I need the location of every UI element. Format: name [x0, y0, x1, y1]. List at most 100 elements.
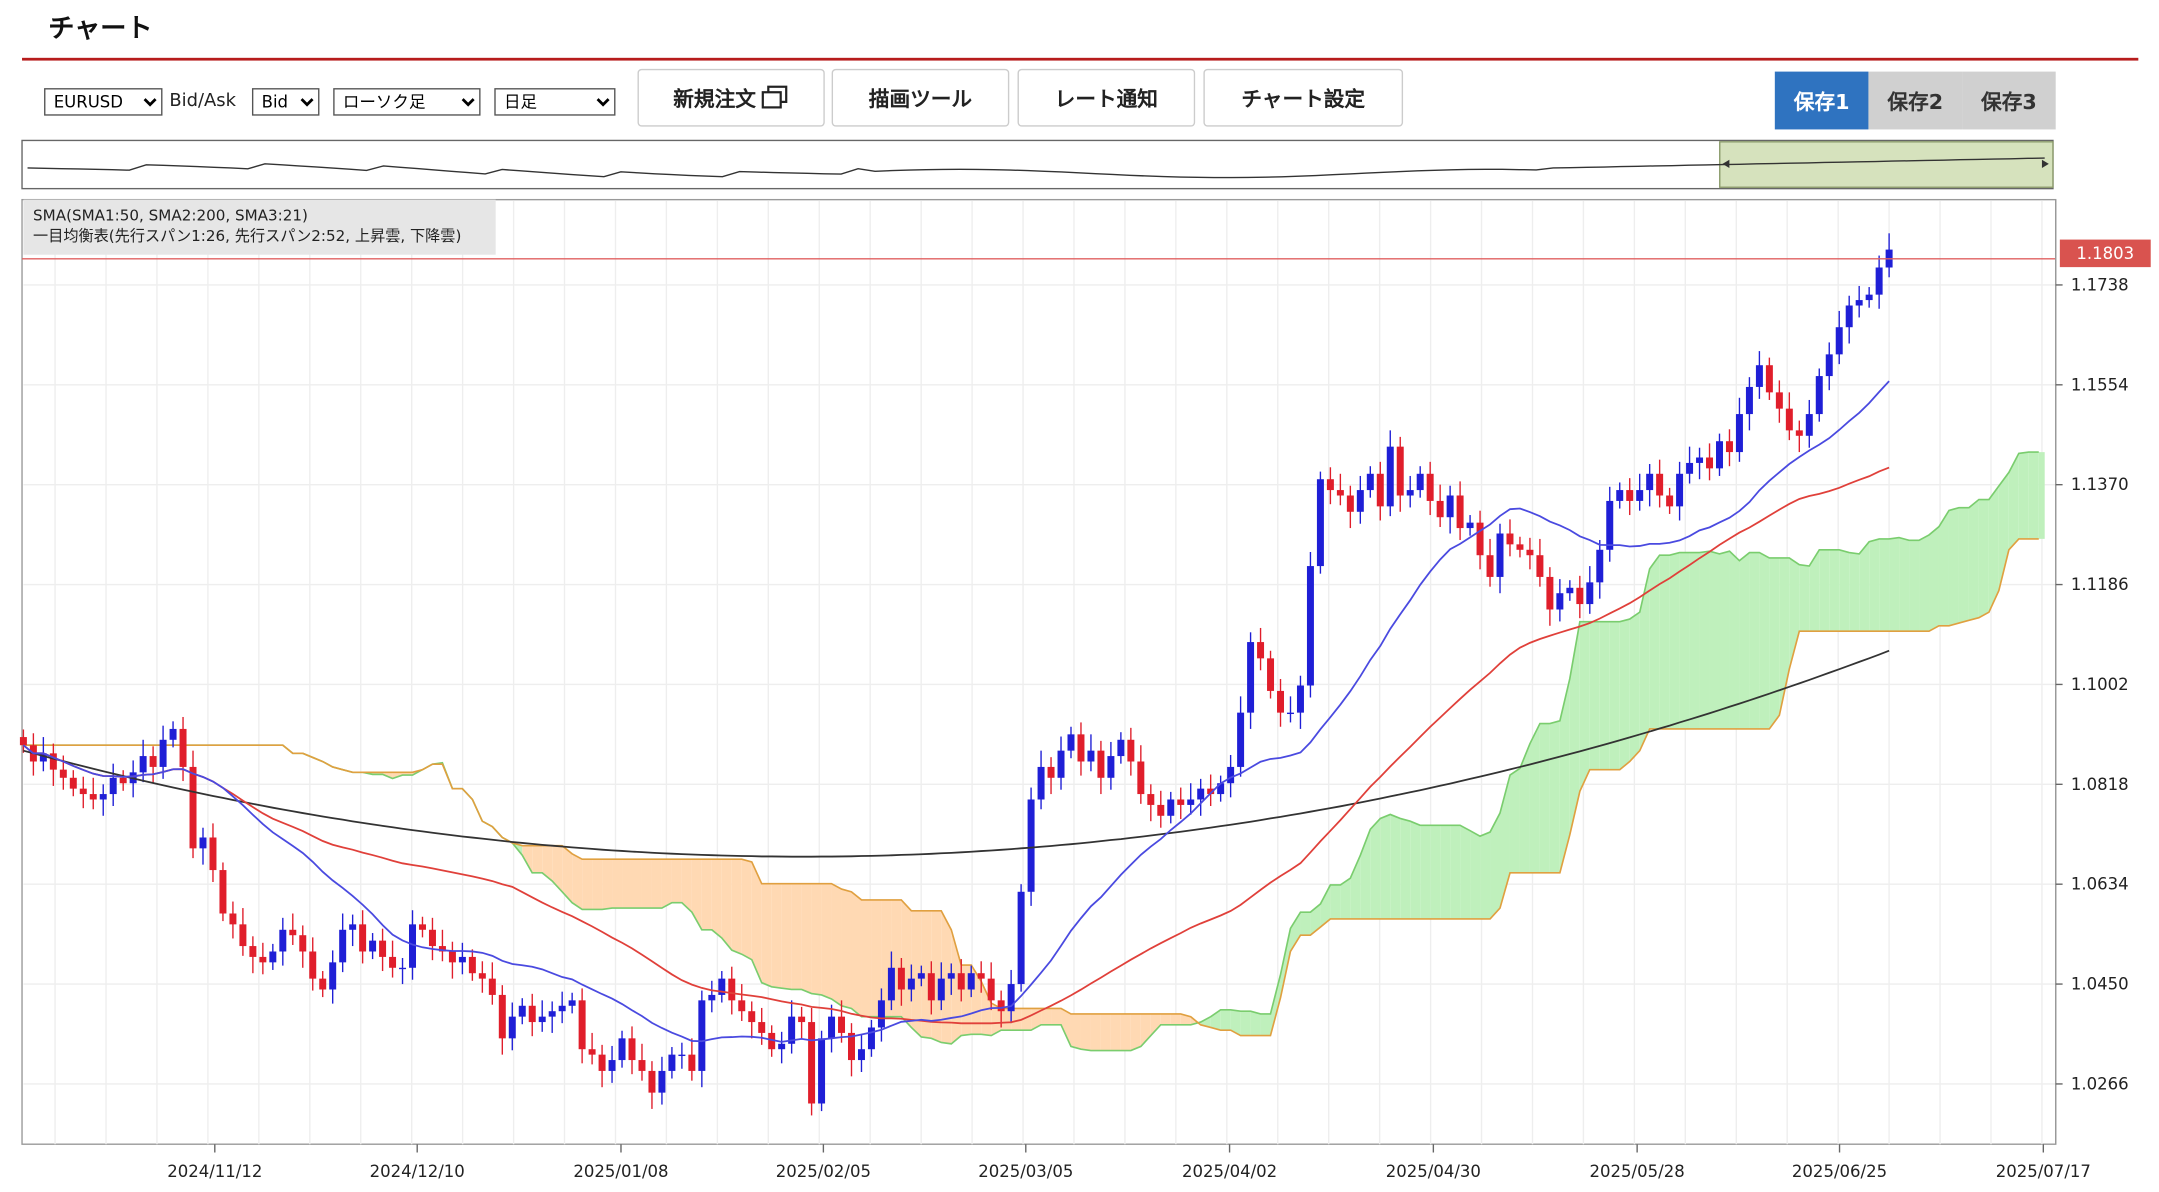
- candle-body: [1745, 386, 1753, 415]
- candle-body: [329, 962, 337, 990]
- candle-body: [1446, 495, 1454, 518]
- y-tick-label: 1.1370: [2071, 475, 2129, 494]
- candle-body: [259, 956, 267, 963]
- candle-body: [638, 1060, 646, 1071]
- x-axis: 2024/11/12 2024/12/10 2025/01/08 2025/02/05…: [167, 1144, 2091, 1181]
- candle-body: [608, 1060, 616, 1071]
- candle-body: [1646, 473, 1654, 491]
- cloud-segment: [1130, 1013, 1141, 1051]
- cloud-segment: [562, 845, 573, 903]
- cloud-segment: [1889, 537, 1900, 632]
- cloud-segment: [1500, 775, 1510, 909]
- candle-body: [1755, 365, 1763, 387]
- candle-body: [937, 978, 945, 1001]
- save-slot-1-button[interactable]: 保存1: [1774, 71, 1869, 130]
- symbol-select[interactable]: EURUSD: [44, 88, 163, 116]
- cloud-segment: [1899, 537, 1910, 632]
- candle-body: [1247, 642, 1255, 713]
- x-tick-label: 2025/07/17: [1996, 1162, 2091, 1181]
- cloud-segment: [1519, 743, 1530, 873]
- bidask-select[interactable]: Bid: [251, 88, 320, 116]
- cloud-segment: [1799, 564, 1810, 632]
- candle-body: [1825, 354, 1833, 377]
- cloud-segment: [791, 883, 802, 990]
- candle-body: [1686, 462, 1694, 474]
- save-slot-2-button[interactable]: 保存2: [1868, 71, 1963, 130]
- cloud-segment: [1300, 912, 1311, 936]
- period-select[interactable]: 日足: [494, 88, 616, 116]
- candle-body: [159, 739, 167, 767]
- cloud-segment: [1769, 557, 1780, 729]
- candle-body: [1047, 766, 1055, 778]
- x-tick-label: 2025/06/25: [1792, 1162, 1887, 1181]
- cloud-segment: [1589, 621, 1600, 770]
- cloud-segment: [1819, 549, 1830, 632]
- candle-body: [1566, 587, 1574, 594]
- candle-body: [618, 1038, 626, 1061]
- cloud-segment: [1370, 818, 1381, 919]
- candle-body: [1706, 457, 1714, 469]
- candle-body: [1476, 522, 1484, 556]
- cloud-segment: [1569, 621, 1580, 835]
- cloud-segment: [1938, 510, 1949, 626]
- cloud-segment: [1859, 541, 1870, 632]
- cloud-segment: [1021, 1008, 1032, 1031]
- cloud-segment: [1230, 1009, 1241, 1036]
- cloud-segment: [671, 859, 682, 903]
- candle-body: [1496, 533, 1504, 577]
- cloud-segment: [811, 883, 822, 995]
- chart-type-select[interactable]: ローソク足: [333, 88, 481, 116]
- candle-body: [1057, 750, 1065, 778]
- cloud-segment: [1749, 552, 1760, 729]
- cloud-segment: [1829, 549, 1840, 632]
- cloud-segment: [681, 859, 692, 913]
- candle-body: [877, 1000, 885, 1028]
- cloud-segment: [2008, 453, 2019, 550]
- candle-body: [1077, 734, 1085, 762]
- candle-body: [1596, 549, 1604, 583]
- cloud-segment: [1988, 486, 1999, 613]
- cloud-segment: [602, 859, 613, 910]
- candle-body: [119, 777, 127, 784]
- save-slot-3-button[interactable]: 保存3: [1962, 71, 2056, 130]
- candle-body: [199, 837, 207, 849]
- candle-body: [1466, 522, 1474, 529]
- candle-body: [588, 1049, 596, 1055]
- senkou-span2-line: [23, 538, 2039, 1037]
- candle-body: [1875, 267, 1883, 295]
- candle-body: [369, 940, 377, 952]
- cloud-segment: [1061, 1008, 1071, 1047]
- save-slot-group: 保存1 保存2 保存3: [1774, 71, 2056, 130]
- candle-body: [1396, 446, 1404, 496]
- candle-body: [179, 728, 187, 767]
- candle-body: [708, 994, 716, 1001]
- candle-body: [1416, 473, 1424, 491]
- navigator-range-handle[interactable]: [1719, 141, 2054, 188]
- cloud-segment: [1400, 818, 1411, 919]
- candle-body: [658, 1070, 666, 1093]
- rate-alert-button[interactable]: レート通知: [1017, 68, 1196, 127]
- candle-body: [149, 756, 157, 767]
- cloud-segment: [1709, 551, 1720, 729]
- drawing-tools-button[interactable]: 描画ツール: [831, 68, 1010, 127]
- candle-body: [987, 978, 995, 1001]
- candle-body: [808, 1022, 816, 1104]
- legend-sma: SMA(SMA1:50, SMA2:200, SMA3:21): [33, 206, 308, 225]
- cloud-segment: [1739, 552, 1750, 729]
- candle-body: [1386, 446, 1394, 507]
- navigator-right-arrow-icon[interactable]: [2041, 159, 2049, 168]
- candle-body: [229, 913, 237, 925]
- indicator-legend: SMA(SMA1:50, SMA2:200, SMA3:21) 一目均衡表(先行…: [23, 199, 496, 255]
- cloud-segment: [1619, 618, 1630, 770]
- cloud-segment: [741, 859, 752, 960]
- x-tick-label: 2024/12/10: [370, 1162, 465, 1181]
- chart-settings-button[interactable]: チャート設定: [1203, 68, 1404, 127]
- cloud-segment: [1320, 884, 1331, 928]
- candle-body: [1546, 576, 1554, 610]
- candle-body: [1516, 544, 1524, 550]
- candle-body: [1147, 794, 1155, 805]
- new-order-button[interactable]: 新規注文: [637, 68, 825, 127]
- navigator[interactable]: [21, 139, 2054, 190]
